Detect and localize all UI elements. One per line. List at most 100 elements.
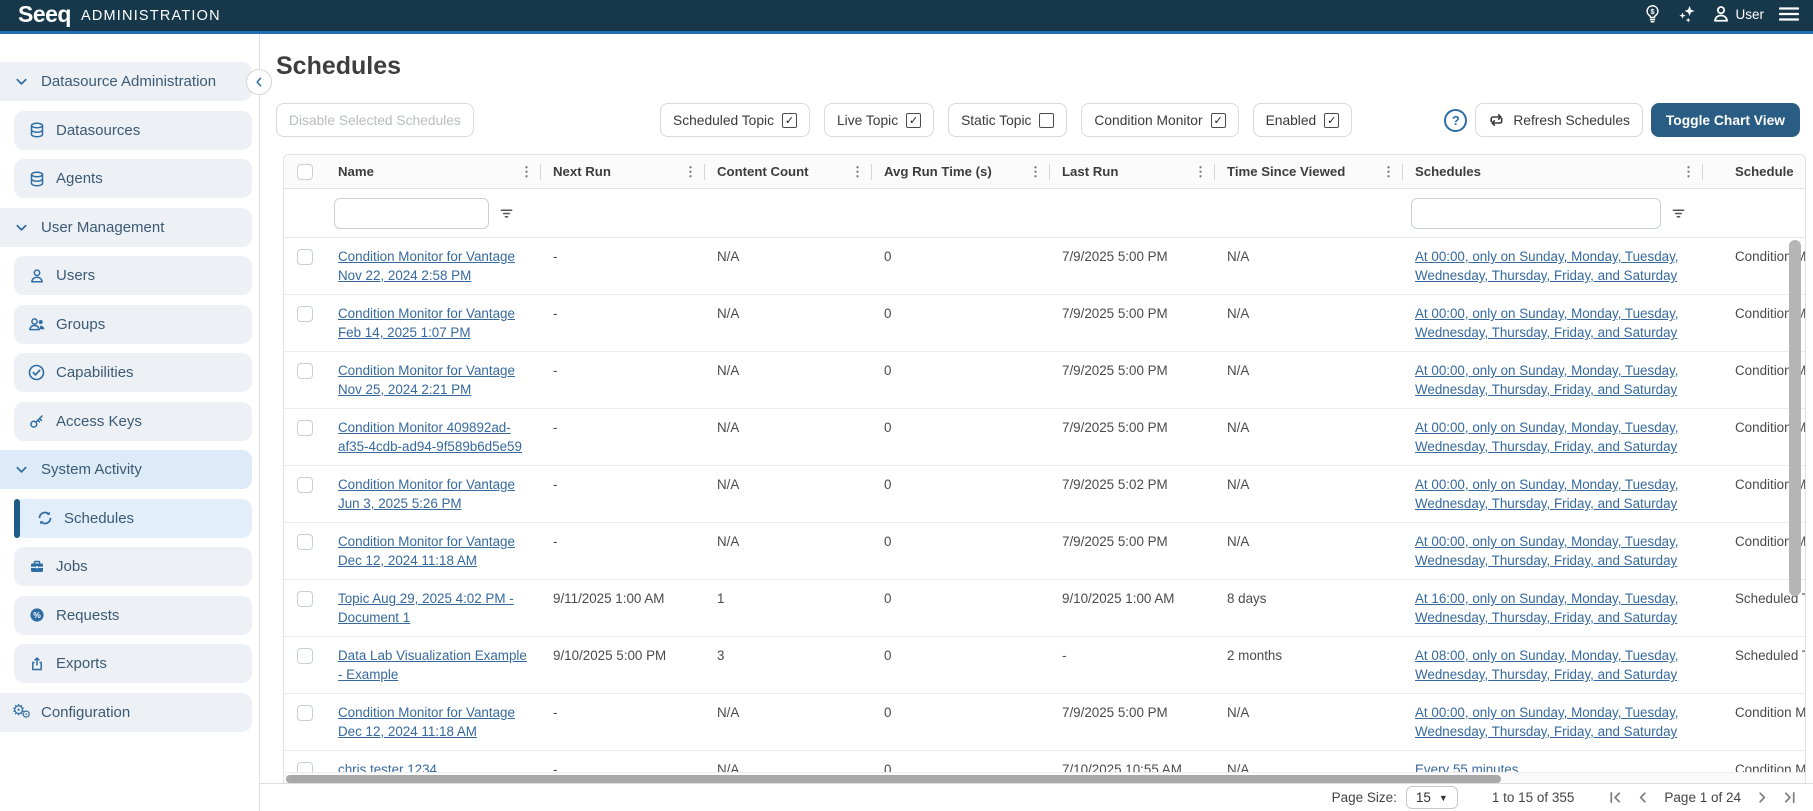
schedule-name-link[interactable]: Topic Aug 29, 2025 4:02 PM - Document 1	[338, 591, 514, 625]
schedule-name-link[interactable]: Condition Monitor for Vantage Dec 12, 20…	[338, 705, 515, 739]
first-page-icon[interactable]	[1608, 790, 1623, 805]
sidebar-item-exports[interactable]: Exports	[14, 644, 252, 683]
horizontal-scrollbar-thumb[interactable]	[286, 775, 1501, 783]
page-size-select[interactable]: 15 ▼	[1405, 786, 1458, 809]
filter-funnel-icon[interactable]	[499, 206, 514, 221]
prev-page-icon[interactable]	[1635, 790, 1650, 805]
sidebar-item-label: Requests	[56, 606, 120, 624]
refresh-schedules-button[interactable]: Refresh Schedules	[1475, 103, 1643, 137]
row-checkbox[interactable]	[297, 477, 313, 493]
next-page-icon[interactable]	[1755, 790, 1770, 805]
sidebar-item-agents[interactable]: Agents	[14, 159, 252, 198]
schedule-name-link[interactable]: Condition Monitor for Vantage Nov 22, 20…	[338, 249, 515, 283]
sidebar-item-users[interactable]: Users	[14, 256, 252, 295]
column-menu-icon[interactable]: ⋮	[684, 163, 697, 179]
schedule-cron-link[interactable]: At 00:00, only on Sunday, Monday, Tuesda…	[1415, 705, 1679, 739]
sidebar-item-datasources[interactable]: Datasources	[14, 110, 252, 150]
cell-schedule-type: Condition Monitor	[1703, 352, 1805, 408]
cell-time-since-viewed: N/A	[1215, 523, 1403, 579]
schedule-name-link[interactable]: Data Lab Visualization Example - Example	[338, 648, 527, 682]
last-page-icon[interactable]	[1782, 790, 1797, 805]
chevron-left-icon	[253, 76, 265, 88]
schedule-cron-link[interactable]: At 00:00, only on Sunday, Monday, Tuesda…	[1415, 477, 1679, 511]
toggle-chart-view-button[interactable]: Toggle Chart View	[1650, 103, 1800, 137]
row-checkbox[interactable]	[297, 534, 313, 550]
cell-schedules: At 00:00, only on Sunday, Monday, Tuesda…	[1403, 352, 1703, 408]
filter-funnel-icon[interactable]	[1671, 206, 1686, 221]
button-label: Disable Selected Schedules	[289, 112, 461, 128]
cell-value: 7/10/2025 10:55 AM	[1062, 762, 1182, 772]
check-circle-icon	[27, 364, 46, 381]
cell-value: 0	[884, 705, 892, 720]
row-checkbox[interactable]	[297, 762, 313, 772]
schedule-name-link[interactable]: chris tester 1234	[338, 762, 437, 772]
sidebar-item-label: Jobs	[56, 558, 88, 575]
user-menu[interactable]: User	[1712, 5, 1764, 23]
disable-selected-schedules-button[interactable]: Disable Selected Schedules	[276, 103, 474, 137]
filter-toggle-live-topic[interactable]: Live Topic ✓	[824, 103, 935, 137]
cell-value: N/A	[1227, 534, 1250, 549]
column-header-label: Time Since Viewed	[1227, 164, 1346, 179]
cell-value: -	[553, 705, 558, 720]
row-checkbox[interactable]	[297, 306, 313, 322]
cell-next-run: 9/10/2025 5:00 PM	[541, 637, 705, 693]
sidebar-item-groups[interactable]: Groups	[14, 304, 252, 344]
schedule-name-link[interactable]: Condition Monitor for Vantage Dec 12, 20…	[338, 534, 515, 568]
schedule-cron-link[interactable]: At 00:00, only on Sunday, Monday, Tuesda…	[1415, 363, 1679, 397]
cell-avg-run-time: 0	[872, 409, 1050, 465]
filter-toggle-scheduled-topic[interactable]: Scheduled Topic ✓	[660, 103, 810, 137]
sparkles-icon[interactable]	[1677, 4, 1697, 24]
sidebar-item-capabilities[interactable]: Capabilities	[14, 353, 252, 392]
column-menu-icon[interactable]: ⋮	[1682, 163, 1695, 179]
name-filter-input[interactable]	[334, 197, 489, 229]
sidebar-item-label: Schedules	[64, 509, 135, 527]
row-checkbox[interactable]	[297, 420, 313, 436]
sidebar-item-configuration[interactable]: ⚙⚙ Configuration	[0, 692, 252, 732]
column-header-time-since-viewed: Time Since Viewed ⋮	[1215, 155, 1403, 188]
schedule-cron-link[interactable]: At 08:00, only on Sunday, Monday, Tuesda…	[1415, 648, 1679, 682]
column-menu-icon[interactable]: ⋮	[1382, 163, 1395, 179]
row-checkbox[interactable]	[297, 249, 313, 265]
schedules-filter-input[interactable]	[1411, 197, 1661, 229]
cell-value: 0	[884, 591, 892, 606]
row-checkbox[interactable]	[297, 591, 313, 607]
schedule-cron-link[interactable]: At 16:00, only on Sunday, Monday, Tuesda…	[1415, 591, 1679, 625]
horizontal-scrollbar[interactable]	[284, 772, 1805, 784]
sidebar-item-user-management[interactable]: User Management	[0, 207, 252, 247]
select-all-checkbox[interactable]	[297, 163, 313, 180]
column-menu-icon[interactable]: ⋮	[851, 163, 864, 179]
filter-toggle-condition-monitor[interactable]: Condition Monitor ✓	[1081, 103, 1239, 137]
filter-toggle-static-topic[interactable]: Static Topic	[948, 103, 1068, 137]
sidebar-item-requests[interactable]: % Requests	[14, 595, 252, 635]
lightbulb-dollar-icon[interactable]: $	[1643, 4, 1662, 24]
menu-icon[interactable]	[1779, 6, 1799, 22]
sidebar-collapse-button[interactable]	[246, 69, 272, 95]
page-size-value: 15	[1415, 790, 1431, 805]
caret-down-icon: ▼	[1438, 792, 1448, 803]
column-menu-icon[interactable]: ⋮	[1194, 163, 1207, 179]
row-checkbox[interactable]	[297, 705, 313, 721]
sidebar-item-jobs[interactable]: Jobs	[14, 547, 252, 586]
schedule-cron-link[interactable]: At 00:00, only on Sunday, Monday, Tuesda…	[1415, 420, 1679, 454]
schedule-cron-link[interactable]: At 00:00, only on Sunday, Monday, Tuesda…	[1415, 249, 1679, 283]
column-menu-icon[interactable]: ⋮	[1029, 163, 1042, 179]
filter-toggle-enabled[interactable]: Enabled ✓	[1252, 103, 1353, 137]
schedule-cron-link[interactable]: At 00:00, only on Sunday, Monday, Tuesda…	[1415, 534, 1679, 568]
sidebar-item-access-keys[interactable]: Access Keys	[14, 401, 252, 441]
schedule-name-link[interactable]: Condition Monitor 409892ad-af35-4cdb-ad9…	[338, 420, 522, 454]
column-menu-icon[interactable]: ⋮	[520, 163, 533, 179]
schedule-name-link[interactable]: Condition Monitor for Vantage Nov 25, 20…	[338, 363, 515, 397]
help-icon[interactable]: ?	[1444, 108, 1468, 132]
sidebar-item-system-activity[interactable]: System Activity	[0, 450, 252, 489]
schedule-cron-link[interactable]: At 00:00, only on Sunday, Monday, Tuesda…	[1415, 306, 1679, 340]
schedule-name-link[interactable]: Condition Monitor for Vantage Feb 14, 20…	[338, 306, 515, 340]
cell-content-count: N/A	[705, 409, 872, 465]
sidebar-item-datasource-administration[interactable]: Datasource Administration	[0, 62, 252, 101]
row-checkbox[interactable]	[297, 648, 313, 664]
sidebar-item-schedules[interactable]: Schedules	[14, 498, 252, 538]
schedule-name-link[interactable]: Condition Monitor for Vantage Jun 3, 202…	[338, 477, 515, 511]
cell-avg-run-time: 0	[872, 580, 1050, 636]
row-checkbox[interactable]	[297, 363, 313, 379]
schedule-cron-link[interactable]: Every 55 minutes	[1415, 762, 1519, 772]
vertical-scrollbar-thumb[interactable]	[1789, 240, 1801, 596]
